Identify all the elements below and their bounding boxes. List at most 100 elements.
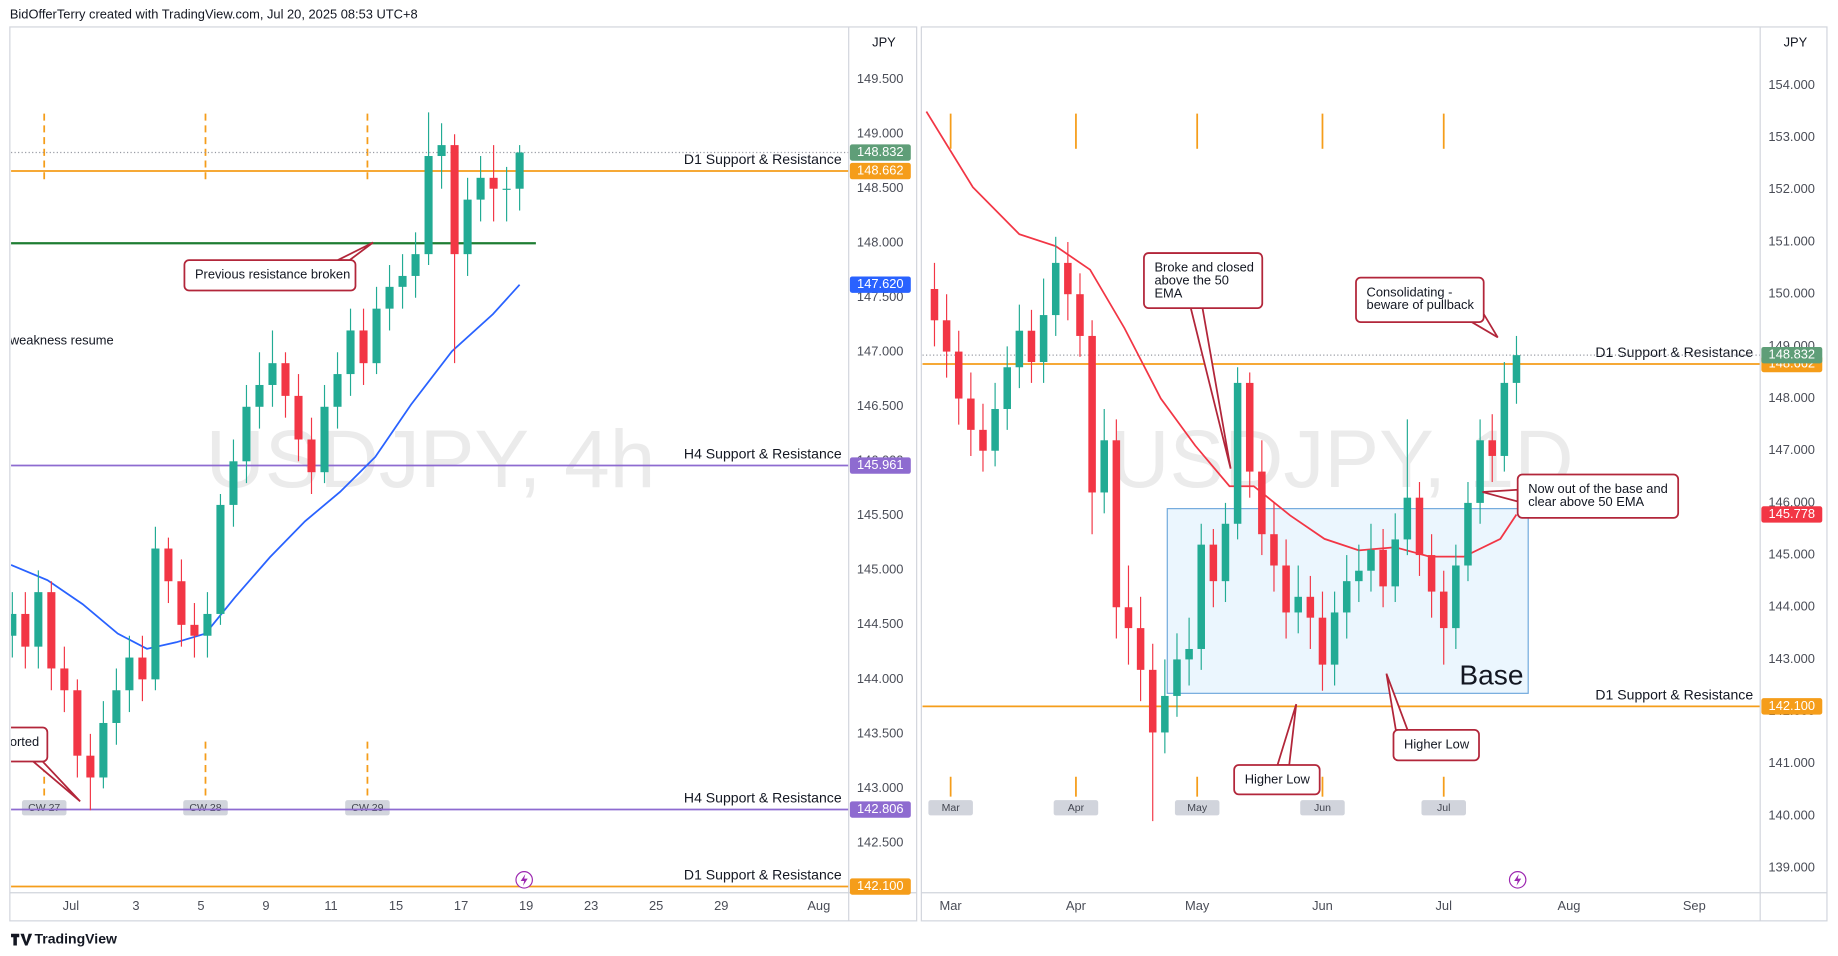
y-tick-label: 149.000 bbox=[857, 126, 904, 141]
candle-body bbox=[333, 374, 342, 407]
y-tick-label: 142.500 bbox=[857, 834, 904, 849]
y-tick-label: 148.000 bbox=[857, 235, 904, 250]
y-tick-label: 147.000 bbox=[857, 344, 904, 359]
candle-body bbox=[177, 581, 186, 625]
candle-body bbox=[1197, 544, 1205, 649]
callout-box bbox=[11, 726, 49, 763]
currency-label: JPY bbox=[1784, 35, 1808, 50]
candle-body bbox=[242, 406, 251, 462]
x-tick-label: 11 bbox=[324, 898, 337, 913]
session-label-bg bbox=[928, 800, 973, 816]
candle-body bbox=[1124, 607, 1133, 629]
session-label-bg bbox=[1174, 800, 1220, 816]
level-price-tag-bg bbox=[849, 801, 911, 818]
session-label: CW 27 bbox=[28, 802, 60, 814]
y-tick-label: 139.000 bbox=[1768, 860, 1815, 875]
candle-body bbox=[164, 548, 173, 582]
callout-text: Consolidating - bbox=[1367, 284, 1453, 299]
footer-logo bbox=[11, 933, 33, 946]
candle-body bbox=[1379, 549, 1387, 587]
candle-body bbox=[1088, 335, 1096, 493]
session-label: May bbox=[1187, 802, 1208, 814]
candle-body bbox=[1500, 382, 1509, 456]
candle-body bbox=[515, 152, 524, 189]
y-tick-label: 143.000 bbox=[1768, 651, 1815, 666]
callout-text: Higher Low bbox=[1245, 772, 1311, 787]
header-text: BidOfferTerry created with TradingView.c… bbox=[10, 7, 418, 22]
candle-body bbox=[979, 429, 987, 451]
y-tick-label: 145.000 bbox=[857, 562, 904, 577]
candle-body bbox=[1258, 471, 1266, 535]
watermark: USDJPY, 1D bbox=[1110, 414, 1573, 505]
last-price-tag-bg bbox=[849, 144, 911, 161]
level-price-tag-bg bbox=[849, 878, 911, 895]
callout-text: Higher Low bbox=[1404, 737, 1470, 752]
candle-body bbox=[1270, 534, 1278, 566]
y-tick-label: 144.500 bbox=[857, 616, 904, 631]
y-tick-label: 154.000 bbox=[1768, 77, 1815, 92]
candle-body bbox=[1015, 330, 1024, 368]
y-tick-label: 151.000 bbox=[1768, 233, 1815, 248]
candle-body bbox=[151, 548, 160, 680]
session-label-bg bbox=[1421, 800, 1466, 816]
callout-text: above the 50 bbox=[1154, 273, 1228, 288]
level-label: H4 Support & Resistance bbox=[684, 790, 842, 806]
level-label: D1 Support & Resistance bbox=[684, 151, 842, 167]
candle-body bbox=[1221, 523, 1230, 582]
callout-box bbox=[1392, 729, 1480, 762]
x-tick-label: 15 bbox=[389, 898, 403, 913]
candle-body bbox=[942, 320, 951, 352]
candle-body bbox=[138, 657, 147, 680]
pane-frame bbox=[920, 26, 1828, 922]
footer-brand: TradingView bbox=[34, 930, 117, 946]
candle-body bbox=[1512, 355, 1521, 383]
y-tick-label: 148.000 bbox=[1768, 390, 1815, 405]
y-tick-label: 146.000 bbox=[1768, 494, 1815, 509]
callout-box bbox=[1355, 276, 1485, 324]
level-price-tag: 142.100 bbox=[1769, 698, 1816, 713]
y-tick-label: 147.000 bbox=[1768, 442, 1815, 457]
candle-body bbox=[60, 668, 69, 691]
candle-body bbox=[203, 613, 212, 636]
candle-body bbox=[476, 177, 485, 200]
y-tick-label: 143.000 bbox=[857, 780, 904, 795]
candle-body bbox=[1051, 262, 1060, 316]
x-tick-label: 17 bbox=[454, 898, 468, 913]
y-tick-label: 145.500 bbox=[857, 507, 904, 522]
candle-body bbox=[385, 286, 394, 309]
candle-body bbox=[1415, 497, 1424, 556]
candle-body bbox=[1136, 628, 1145, 670]
candle-body bbox=[991, 408, 999, 451]
x-tick-label: 9 bbox=[262, 898, 269, 913]
plot-area: USDJPY, 1D Base Mar Apr May Jun Jul D1 Support … bbox=[922, 111, 1761, 822]
watermark: USDJPY, 4h bbox=[206, 414, 656, 505]
x-tick-label: Jul bbox=[1435, 898, 1451, 913]
candle-body bbox=[1342, 581, 1351, 613]
candle-body bbox=[1306, 596, 1315, 618]
candle-body bbox=[1233, 382, 1242, 524]
session-label-bg bbox=[21, 800, 67, 816]
candle-body bbox=[1148, 669, 1157, 733]
last-price-tag-bg bbox=[1761, 346, 1823, 364]
candle-body bbox=[967, 398, 975, 430]
candle-body bbox=[11, 613, 17, 636]
candle-body bbox=[73, 690, 82, 756]
x-tick-label: Mar bbox=[940, 898, 963, 913]
candle-body bbox=[1100, 440, 1108, 493]
alert-icon-bolt bbox=[520, 873, 528, 886]
candle-body bbox=[21, 613, 30, 647]
level-price-tag: 142.100 bbox=[857, 878, 904, 893]
y-tick-label: 153.000 bbox=[1768, 129, 1815, 144]
candle-body bbox=[1294, 596, 1302, 613]
annotation-text: weakness resume bbox=[9, 332, 114, 347]
ema-price-tag-bg bbox=[849, 276, 911, 293]
candle-body bbox=[346, 330, 355, 375]
candle-body bbox=[1367, 549, 1375, 571]
last-price-tag: 148.832 bbox=[1769, 347, 1816, 362]
candle-body bbox=[1209, 544, 1218, 582]
candle-body bbox=[125, 657, 134, 691]
candle-body bbox=[294, 395, 303, 440]
session-label: Mar bbox=[942, 802, 961, 814]
candle-body bbox=[1439, 591, 1448, 629]
